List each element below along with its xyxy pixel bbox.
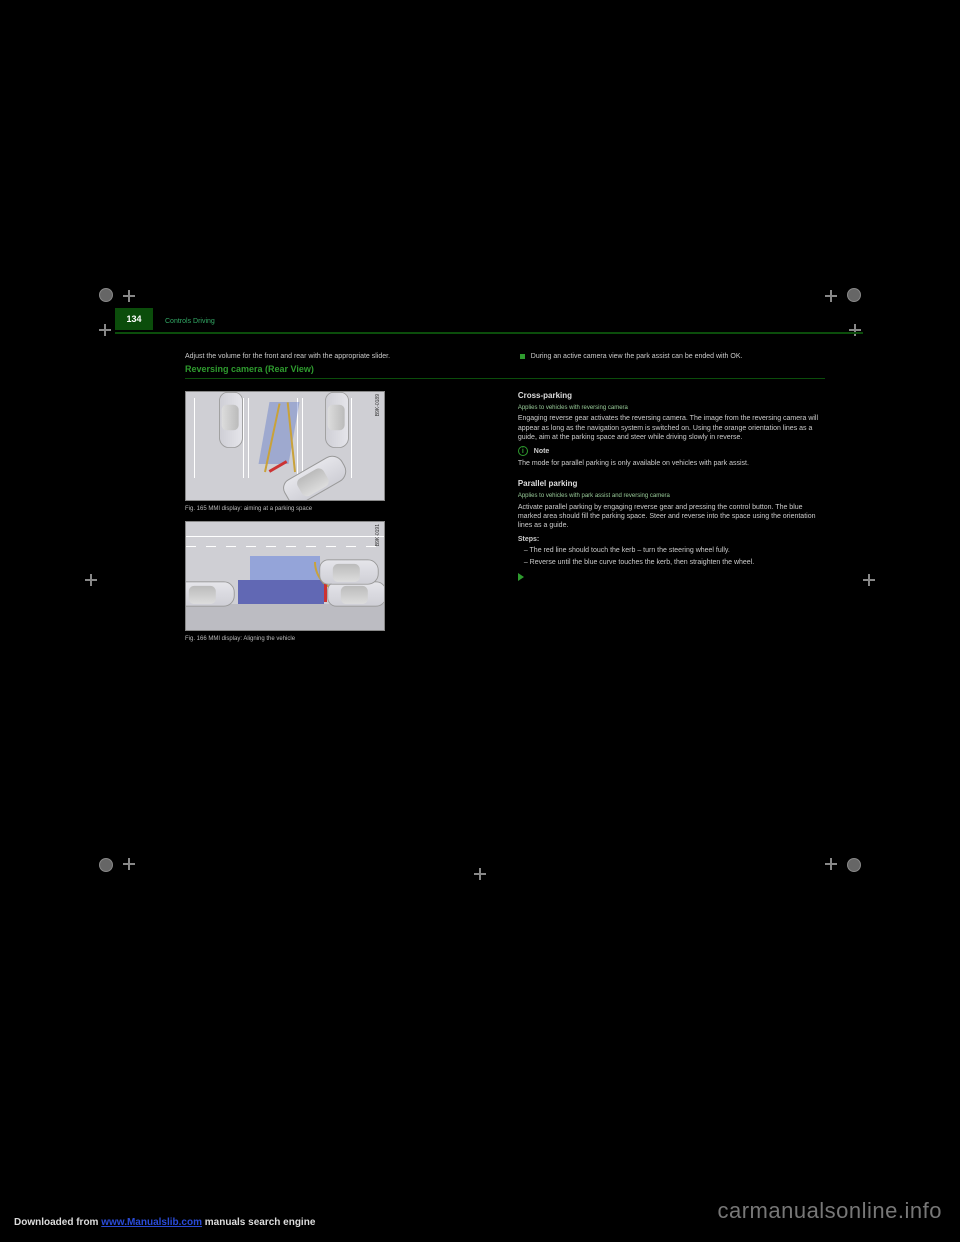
footer-prefix: Downloaded from xyxy=(14,1217,101,1228)
info-icon: i xyxy=(518,446,528,456)
crop-dot-icon xyxy=(99,288,113,302)
crop-dot-icon xyxy=(847,858,861,872)
column-left-figs: B9K-0189 Fig. 165 MMI display: aiming at… xyxy=(185,385,492,651)
crop-dot-icon xyxy=(99,858,113,872)
watermark: carmanualsonline.info xyxy=(717,1198,942,1224)
own-car-icon xyxy=(319,559,378,584)
applies-to: Applies to vehicles with park assist and… xyxy=(518,492,825,500)
crop-plus-icon xyxy=(825,858,837,870)
intro-paragraph: Adjust the volume for the front and rear… xyxy=(185,352,492,361)
continue-marker xyxy=(518,573,825,582)
bullet-text: During an active camera view the park as… xyxy=(531,353,743,360)
figure-parallel-parking: B9K-0191 xyxy=(185,521,385,631)
step-item: The red line should touch the kerb – tur… xyxy=(524,546,825,555)
cross-parking-text: Engaging reverse gear activates the reve… xyxy=(518,414,825,442)
kerb xyxy=(186,604,384,630)
note-label: Note xyxy=(534,448,550,455)
parked-car-icon xyxy=(327,581,385,606)
heading-cross-parking: Cross-parking xyxy=(518,391,825,402)
heading-parallel-parking: Parallel parking xyxy=(518,479,825,490)
page-number-tab: 134 xyxy=(115,308,153,330)
page-header: 134 Controls Driving xyxy=(95,316,865,336)
parallel-parking-text: Activate parallel parking by engaging re… xyxy=(518,503,825,531)
crop-plus-icon xyxy=(123,858,135,870)
bullet-item: During an active camera view the park as… xyxy=(520,352,825,361)
crop-plus-icon xyxy=(863,574,875,586)
parked-car-icon xyxy=(219,392,243,448)
crop-plus-icon xyxy=(474,868,486,880)
figure-caption: Fig. 165 MMI display: aiming at a parkin… xyxy=(185,505,492,513)
steps-heading: Steps: xyxy=(518,536,539,543)
breadcrumb: Controls Driving xyxy=(165,318,215,325)
road-dash xyxy=(186,546,384,547)
header-rule xyxy=(115,332,863,334)
column-right-top: During an active camera view the park as… xyxy=(518,350,825,363)
crop-dot-icon xyxy=(847,288,861,302)
square-bullet-icon xyxy=(520,354,525,359)
section-title: Reversing camera (Rear View) xyxy=(185,363,825,378)
projection-area xyxy=(250,556,320,580)
column-right-body: Cross-parking Applies to vehicles with r… xyxy=(518,385,825,585)
footer-link[interactable]: www.Manualslib.com xyxy=(101,1217,202,1228)
download-footer: Downloaded from www.Manualslib.com manua… xyxy=(14,1217,315,1228)
figure-code: B9K-0189 xyxy=(375,394,382,416)
crop-plus-icon xyxy=(825,290,837,302)
note-text: The mode for parallel parking is only av… xyxy=(518,459,825,468)
applies-to: Applies to vehicles with reversing camer… xyxy=(518,404,825,412)
page-content: Adjust the volume for the front and rear… xyxy=(185,350,825,830)
target-area xyxy=(238,580,324,604)
column-left: Adjust the volume for the front and rear… xyxy=(185,350,492,363)
page-frame: 134 Controls Driving Adjust the volume f… xyxy=(95,290,865,870)
note-block: i Note xyxy=(518,446,825,456)
crop-plus-icon xyxy=(85,574,97,586)
road-line xyxy=(186,536,384,537)
triangle-icon xyxy=(518,573,524,581)
figure-cross-parking: B9K-0189 xyxy=(185,391,385,501)
footer-suffix: manuals search engine xyxy=(205,1217,316,1228)
crop-plus-icon xyxy=(123,290,135,302)
parked-car-icon xyxy=(325,392,349,448)
step-item: Reverse until the blue curve touches the… xyxy=(524,558,825,567)
figure-caption: Fig. 166 MMI display: Aligning the vehic… xyxy=(185,635,492,643)
parked-car-icon xyxy=(185,581,235,606)
